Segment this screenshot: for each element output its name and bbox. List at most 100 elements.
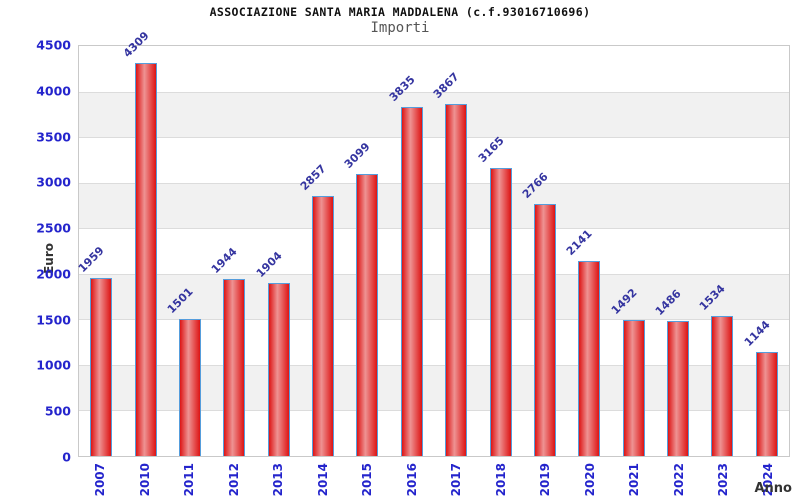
y-tick-label: 0 (62, 449, 71, 465)
bar-column-2020: 2141 (564, 46, 611, 456)
x-tick-cell: 2020 (568, 461, 613, 500)
bar-column-2024: 1144 (741, 46, 789, 456)
bar-column-2010: 4309 (120, 30, 167, 456)
bar-value-label: 3099 (342, 139, 374, 171)
bar-2007 (90, 277, 113, 456)
y-tick-label: 2000 (36, 266, 71, 282)
x-tick-cell: 2012 (212, 461, 257, 500)
bar-column-2012: 1944 (209, 46, 256, 456)
bar-2021 (622, 320, 645, 456)
x-tick-cell: 2021 (612, 461, 657, 500)
bar-value-label: 3835 (386, 72, 418, 104)
y-axis: 0 500 1000 1500 2000 2500 3000 3500 4000 4500 (0, 38, 71, 465)
bar-2012 (223, 278, 246, 456)
bar-value-label: 1501 (164, 285, 196, 317)
bar-value-label: 2766 (519, 170, 551, 201)
plot-band (79, 228, 789, 274)
plot-band (79, 46, 789, 92)
bar-column-2022: 1486 (653, 46, 700, 456)
chart-title: ASSOCIAZIONE SANTA MARIA MADDALENA (c.f.… (209, 5, 591, 19)
bar-column-2014: 2857 (297, 46, 345, 456)
bar-value-label: 3867 (430, 69, 462, 101)
bar-2013 (267, 282, 290, 456)
x-tick-label: 2011 (182, 463, 197, 497)
bar-value-label: 3165 (475, 133, 507, 165)
x-tick-label: 2018 (493, 463, 508, 497)
bar-2010 (134, 63, 157, 456)
x-tick-cell: 2011 (167, 461, 212, 500)
x-tick-cell: 2013 (256, 461, 301, 500)
bar-2011 (178, 319, 201, 456)
bar-2018 (489, 167, 512, 456)
x-tick-cell: 2007 (78, 461, 123, 500)
y-tick-label: 3500 (36, 129, 71, 145)
gridline (79, 228, 789, 230)
x-axis-title: Anno (754, 481, 792, 496)
x-tick-label: 2021 (627, 463, 642, 497)
x-tick-label: 2013 (271, 463, 286, 497)
bar-2023 (711, 316, 734, 456)
bar-column-2016: 3835 (386, 46, 434, 456)
x-tick-label: 2019 (538, 463, 553, 497)
bar-column-2017: 3867 (430, 46, 478, 456)
plot-area: 1959 4309 1501 1944 1904 2857 3099 3835 3867 3165… (76, 30, 790, 457)
gridline (79, 319, 789, 321)
gridline (79, 91, 789, 93)
x-tick-label: 2015 (360, 463, 375, 497)
bar-column-2021: 1492 (608, 46, 656, 456)
bar-column-2023: 1534 (697, 46, 744, 456)
gridline (79, 137, 789, 139)
y-tick-label: 1500 (36, 312, 71, 328)
x-tick-label: 2023 (716, 463, 731, 497)
x-tick-cell: 2015 (345, 461, 390, 500)
x-tick-label: 2017 (449, 463, 464, 497)
x-tick-cell: 2019 (523, 461, 568, 500)
bar-value-label: 1944 (209, 245, 240, 276)
x-tick-label: 2007 (93, 463, 108, 497)
x-tick-cell: 2010 (123, 461, 168, 500)
gridline (79, 364, 789, 366)
plot-band (79, 273, 789, 320)
gridline (79, 410, 789, 412)
x-axis: 2007 2010 2011 2012 2013 2014 2015 2016 2017 2018… (78, 461, 790, 500)
y-tick-label: 1000 (36, 357, 71, 373)
bar-2017 (445, 103, 468, 456)
y-tick-label: 4500 (36, 37, 71, 53)
x-tick-cell: 2022 (657, 461, 702, 500)
x-tick-label: 2022 (671, 463, 686, 497)
bar-value-label: 1144 (741, 317, 773, 349)
bar-column-2007: 1959 (76, 46, 123, 456)
bar-value-label: 2857 (297, 161, 329, 193)
y-tick-label: 2500 (36, 220, 71, 236)
x-tick-cell: 2023 (701, 461, 746, 500)
bar-column-2015: 3099 (342, 46, 389, 456)
bars-row: 1959 4309 1501 1944 1904 2857 3099 3835 3867 3165… (76, 30, 789, 456)
x-tick-label: 2012 (226, 463, 241, 497)
bar-column-2018: 3165 (475, 46, 522, 456)
plot-band (79, 137, 789, 183)
bar-2016 (400, 106, 423, 456)
y-tick-label: 500 (44, 403, 71, 419)
bar-2015 (356, 173, 379, 456)
x-tick-label: 2020 (582, 463, 597, 497)
gridline (79, 182, 789, 184)
bar-column-2011: 1501 (164, 46, 212, 456)
bar-value-label: 2141 (564, 227, 595, 258)
plot-band (79, 91, 789, 138)
x-tick-label: 2010 (137, 463, 152, 497)
x-tick-cell: 2018 (479, 461, 524, 500)
bar-column-2013: 1904 (253, 46, 301, 456)
bar-2014 (312, 195, 335, 456)
x-tick-cell: 2014 (301, 461, 346, 500)
bar-2024 (755, 351, 778, 456)
bar-value-label: 1904 (253, 248, 285, 280)
x-tick-cell: 2016 (390, 461, 435, 500)
gridline (79, 273, 789, 275)
y-tick-label: 4000 (36, 83, 71, 99)
plot-band (79, 182, 789, 229)
x-tick-label: 2016 (404, 463, 419, 497)
x-tick-label: 2014 (315, 463, 330, 497)
bar-column-2019: 2766 (519, 46, 567, 456)
bar-2020 (578, 260, 601, 456)
